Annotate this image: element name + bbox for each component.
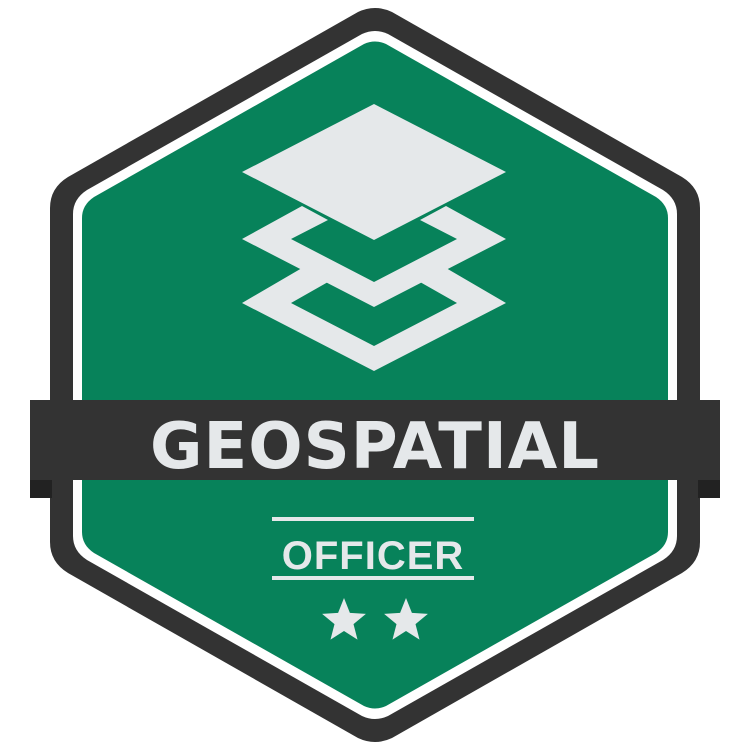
layer-middle	[242, 206, 506, 307]
layer-top	[242, 104, 506, 240]
map-layers-icon	[242, 104, 506, 371]
badge-title: GEOSPATIAL	[150, 410, 600, 484]
subtitle-rule-top	[272, 517, 474, 521]
title-banner	[30, 400, 720, 480]
badge-field	[82, 41, 668, 709]
star-icon	[322, 598, 366, 640]
banner-fold-right	[698, 478, 720, 498]
rank-stars	[322, 598, 428, 640]
subtitle-rule-bottom	[272, 576, 474, 580]
star-icon	[384, 598, 428, 640]
layer-bottom	[242, 268, 506, 371]
banner-fold-left	[30, 478, 52, 498]
badge-subtitle: OFFICER	[282, 534, 465, 578]
